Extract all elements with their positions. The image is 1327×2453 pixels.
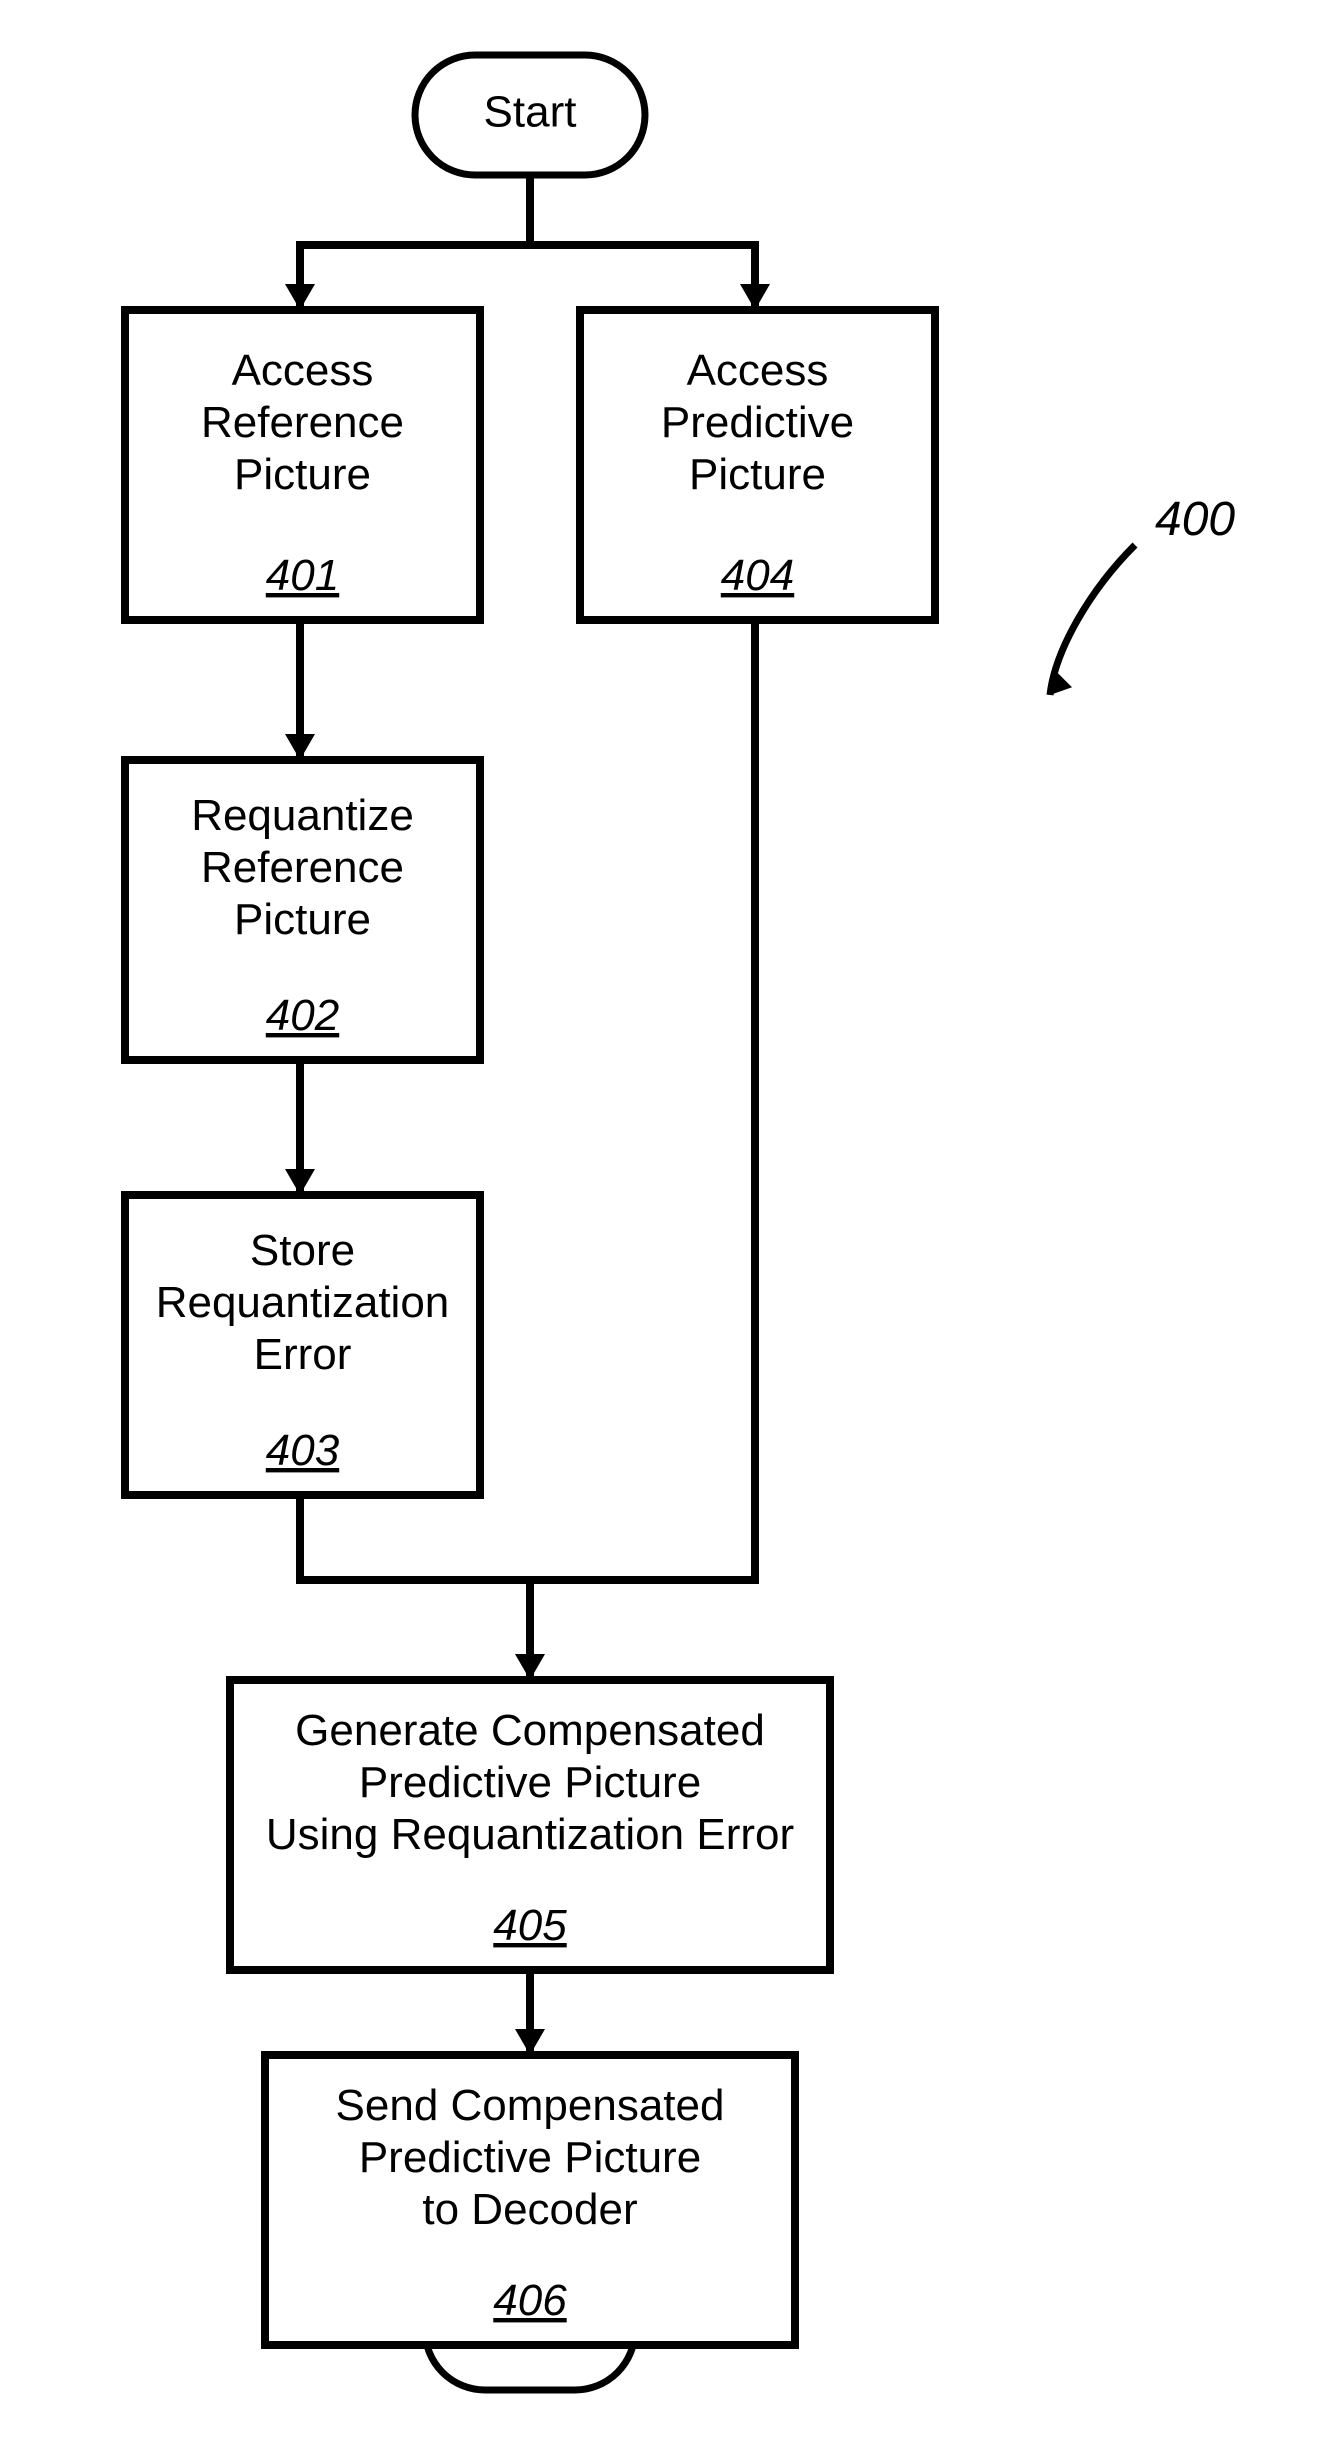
node-405-line-0: Generate Compensated [295,1706,765,1755]
node-403-line-2: Error [254,1330,352,1379]
node-405-line-2: Using Requantization Error [266,1810,794,1859]
start-terminator: Start [415,55,645,175]
node-403-line-1: Requantization [156,1278,450,1327]
flow-edge [530,175,755,310]
node-404-line-1: Predictive [661,398,854,447]
flow-edge [300,1495,530,1680]
node-406: Send CompensatedPredictive Pictureto Dec… [265,2055,795,2345]
node-404-line-0: Access [687,346,829,395]
flow-edge [530,620,755,1580]
node-402-line-1: Reference [201,843,404,892]
node-405-line-1: Predictive Picture [359,1758,701,1807]
figure-number-label: 400 [1155,493,1235,546]
node-402: RequantizeReferencePicture 402 [125,760,480,1060]
node-401: AccessReferencePicture 401 [125,310,480,620]
node-405-id: 405 [493,1901,567,1950]
node-406-id: 406 [493,2276,567,2325]
start-label: Start [484,88,577,137]
node-406-line-1: Predictive Picture [359,2133,701,2182]
figure-pointer [1050,545,1135,695]
node-401-line-0: Access [232,346,374,395]
node-401-line-1: Reference [201,398,404,447]
node-402-id: 402 [266,991,339,1040]
node-401-line-2: Picture [234,450,371,499]
node-403-id: 403 [266,1426,340,1475]
node-406-line-2: to Decoder [422,2185,637,2234]
node-405: Generate CompensatedPredictive PictureUs… [230,1680,830,1970]
flow-edge [300,175,530,310]
node-403: StoreRequantizationError 403 [125,1195,480,1495]
node-404: AccessPredictivePicture 404 [580,310,935,620]
node-404-id: 404 [721,551,794,600]
node-406-line-0: Send Compensated [336,2081,725,2130]
node-402-line-0: Requantize [191,791,414,840]
node-403-line-0: Store [250,1226,355,1275]
node-404-line-2: Picture [689,450,826,499]
node-402-line-2: Picture [234,895,371,944]
node-401-id: 401 [266,551,339,600]
